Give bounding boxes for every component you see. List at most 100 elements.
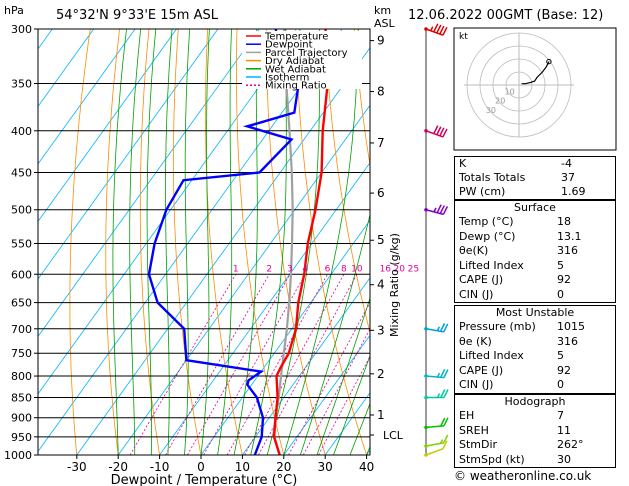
legend-item-label: Wet Adiabat <box>265 64 326 75</box>
wind-barb-flag <box>442 128 448 138</box>
km-unit-label: km <box>374 4 392 17</box>
mixing-ratio-label: 2 <box>266 264 272 274</box>
most-unstable-key: CAPE (J) <box>459 363 504 377</box>
pressure-tick-label: 750 <box>11 347 32 360</box>
hodograph-row: EH 7 <box>455 409 615 424</box>
surface-row: Lifted Index 5 <box>455 259 615 274</box>
surface-value: 13.1 <box>557 229 582 243</box>
wind-barb-flag <box>442 440 448 450</box>
wind-barb <box>424 204 449 216</box>
surface-key: CAPE (J) <box>459 273 504 286</box>
pressure-tick-label: 700 <box>11 323 32 336</box>
temperature-tick-label: -20 <box>108 460 128 474</box>
surface-title: Surface <box>514 201 556 214</box>
most-unstable-value: 92 <box>557 363 571 377</box>
most-unstable-key: CIN (J) <box>459 378 494 391</box>
wind-barb-flag <box>436 24 442 34</box>
indices-key: Totals Totals <box>459 171 526 184</box>
wind-barb-dot <box>424 374 428 378</box>
lcl-label: LCL <box>383 429 404 442</box>
hodograph-row: SREH 11 <box>455 424 615 439</box>
mixing-ratio-label: 6 <box>325 264 331 274</box>
wind-barb-flag <box>433 125 439 134</box>
wind-barb-flag <box>443 369 449 378</box>
wind-barb-flag <box>439 323 446 332</box>
mixing-ratio-axis-label: Mixing Ratio (g/kg) <box>388 233 401 337</box>
pressure-tick-label: 550 <box>11 237 32 250</box>
wind-barb-dot <box>424 207 428 212</box>
wind-barb-staff <box>425 448 444 456</box>
most-unstable-key: Pressure (mb) <box>459 320 536 333</box>
wind-barb <box>424 125 448 138</box>
surface-key: θe(K) <box>459 244 489 257</box>
wind-barb-dot <box>424 27 428 31</box>
mixing-ratio-line <box>203 274 306 455</box>
mixing-ratio-label: 10 <box>351 264 363 274</box>
wind-barb-half-flag <box>436 393 441 398</box>
wind-barb-flag <box>443 323 449 333</box>
wet-adiabat-line <box>233 29 258 455</box>
wind-barb-flag <box>443 417 449 427</box>
legend-item-label: Mixing Ratio <box>265 81 327 92</box>
wind-barb <box>424 434 449 448</box>
mixing-ratio-line <box>165 274 270 455</box>
wind-barb-flag <box>442 206 449 215</box>
dry-adiabat-line <box>618 29 629 455</box>
wind-barb-flag <box>440 368 446 378</box>
temperature-tick-label: -30 <box>67 460 87 474</box>
pressure-tick-label: 850 <box>11 391 32 404</box>
height-tick-label: 3 <box>377 323 385 337</box>
indices-table: K -4 Totals Totals 37 PW (cm) 1.69 <box>454 156 616 200</box>
legend-item-label: Isotherm <box>265 73 309 84</box>
wind-barb-flag <box>442 26 448 36</box>
pressure-tick-label: 500 <box>11 204 32 217</box>
wind-barb-flag <box>436 204 442 214</box>
height-tick-label: 7 <box>377 136 385 150</box>
mixing-ratio-line <box>129 274 237 455</box>
mixing-ratio-label: 1 <box>233 264 239 274</box>
isotherm-line <box>200 219 370 455</box>
plot-area <box>38 29 629 455</box>
height-tick-label: 1 <box>377 408 385 422</box>
surface-value: 316 <box>557 244 578 257</box>
hodograph-end-marker <box>546 58 552 65</box>
wind-barb-flag <box>439 127 445 137</box>
wet-adiabat-line <box>165 29 173 455</box>
most-unstable-key: Lifted Index <box>459 349 524 362</box>
temperature-tick-label: 30 <box>318 460 333 474</box>
legend-item-label: Dewpoint <box>265 40 313 51</box>
location-title: 54°32'N 9°33'E 15m ASL <box>56 8 218 23</box>
height-tick-label: 4 <box>377 278 385 292</box>
wet-adiabat-line <box>112 29 127 455</box>
temperature-tick-label: 40 <box>359 460 374 474</box>
surface-key: Lifted Index <box>459 258 524 272</box>
dewpoint-profile-line <box>147 29 300 455</box>
pressure-tick-label: 400 <box>11 125 32 138</box>
wind-barb-dot <box>424 453 428 457</box>
most-unstable-title: Most Unstable <box>495 306 575 319</box>
isotherm-line <box>159 162 370 455</box>
hodograph-key: SREH <box>459 423 489 437</box>
dry-adiabat-line <box>353 29 370 168</box>
datetime-title: 12.06.2022 00GMT (Base: 12) <box>408 8 604 23</box>
surface-row: Dewp (°C) 13.1 <box>455 230 615 245</box>
most-unstable-key: θe (K) <box>459 334 492 348</box>
asl-unit-label: ASL <box>374 17 395 30</box>
hodograph-frame <box>453 27 617 151</box>
mixing-ratio-label: 4 <box>302 264 308 274</box>
wind-barb <box>424 23 448 36</box>
credit-label: © weatheronline.co.uk <box>454 469 592 483</box>
temperature-tick-label: 10 <box>235 460 250 474</box>
legend-item-label: Parcel Trajectory <box>265 48 348 59</box>
legend-item-label: Temperature <box>264 32 328 43</box>
legend-background <box>242 31 362 89</box>
hodograph-value: 7 <box>557 409 564 422</box>
isotherm-line <box>38 29 95 108</box>
pressure-tick-label: 350 <box>11 78 32 91</box>
wet-adiabat-line <box>349 402 370 455</box>
wind-barb-flag <box>443 434 449 444</box>
wind-barb-half-flag <box>436 372 441 378</box>
